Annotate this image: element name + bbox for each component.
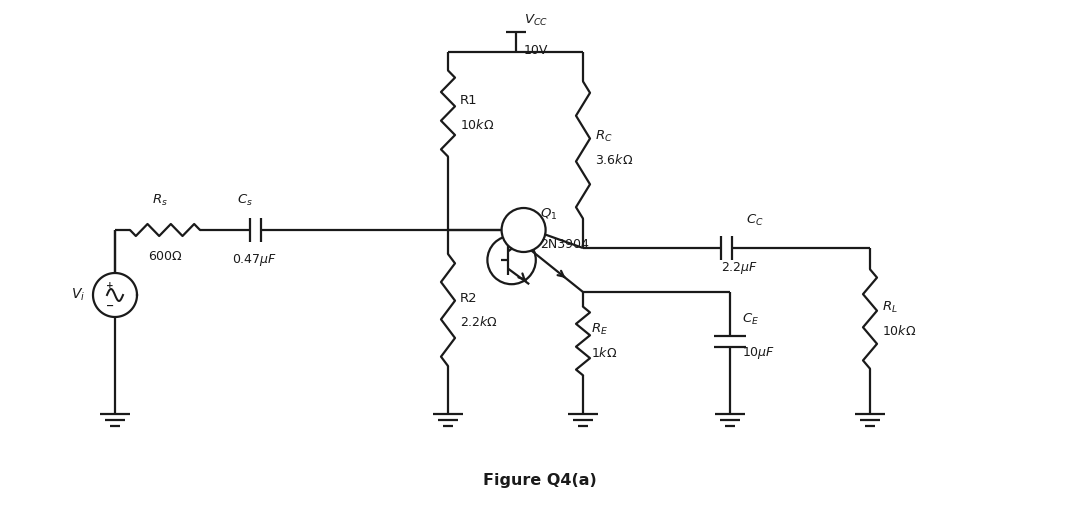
Text: $3.6k\Omega$: $3.6k\Omega$ xyxy=(595,153,633,167)
Text: −: − xyxy=(106,301,114,311)
Text: +: + xyxy=(106,281,113,289)
Text: $C_E$: $C_E$ xyxy=(742,311,759,326)
Text: $10k\Omega$: $10k\Omega$ xyxy=(882,324,916,338)
Text: $1k\Omega$: $1k\Omega$ xyxy=(591,346,618,360)
Text: $R_L$: $R_L$ xyxy=(882,300,897,315)
Text: $10\mu F$: $10\mu F$ xyxy=(742,345,775,361)
Text: $R_C$: $R_C$ xyxy=(595,128,612,143)
Text: $R_E$: $R_E$ xyxy=(591,321,608,337)
Text: 2N3904: 2N3904 xyxy=(540,237,589,250)
Text: R2: R2 xyxy=(460,291,477,304)
Text: 10V: 10V xyxy=(524,44,548,57)
Text: $R_s$: $R_s$ xyxy=(152,193,167,208)
Text: Figure Q4(a): Figure Q4(a) xyxy=(483,472,597,487)
Text: $V_i$: $V_i$ xyxy=(71,287,85,303)
Circle shape xyxy=(501,208,545,252)
Text: $2.2\mu F$: $2.2\mu F$ xyxy=(721,260,757,276)
Text: $2.2k\Omega$: $2.2k\Omega$ xyxy=(460,315,498,329)
Text: R1: R1 xyxy=(460,95,477,107)
Text: $10k\Omega$: $10k\Omega$ xyxy=(460,118,495,132)
Text: $C_C$: $C_C$ xyxy=(746,212,764,228)
Text: $0.47\mu F$: $0.47\mu F$ xyxy=(232,252,278,268)
Text: $Q_1$: $Q_1$ xyxy=(540,207,557,222)
Text: $600\Omega$: $600\Omega$ xyxy=(148,250,183,263)
Text: $V_{CC}$: $V_{CC}$ xyxy=(524,13,548,28)
Text: $C_s$: $C_s$ xyxy=(238,193,253,208)
